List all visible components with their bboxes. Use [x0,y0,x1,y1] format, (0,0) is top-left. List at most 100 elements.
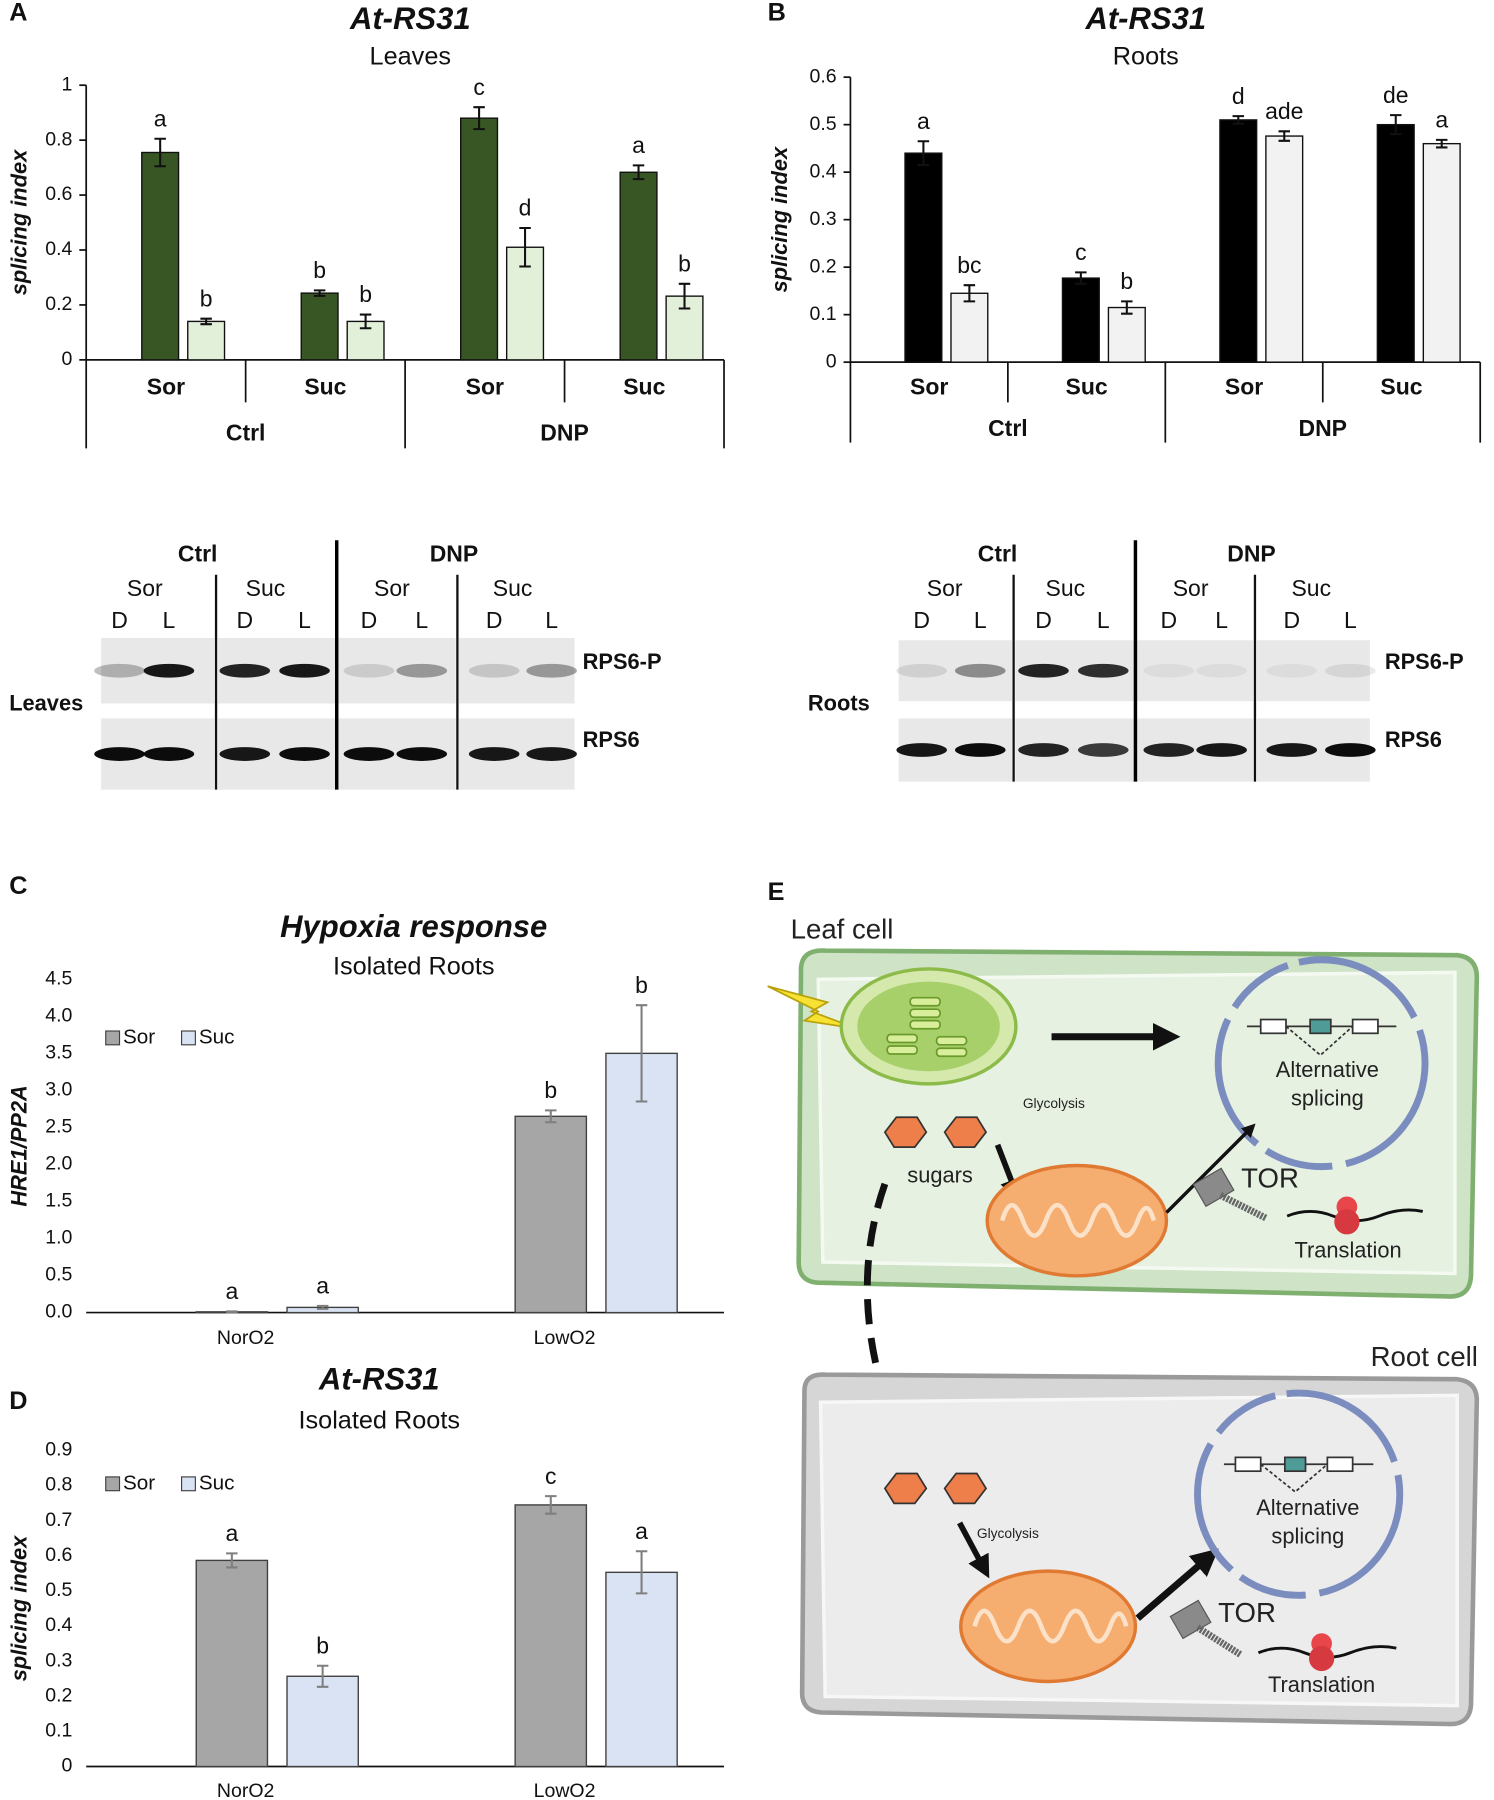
error-bar [359,313,372,330]
bar [141,151,180,361]
significance-letter: a [632,132,645,158]
y-tick-label: 0.4 [45,238,72,260]
band [219,663,271,678]
y-tick-label: 0.8 [45,1474,72,1496]
bar [605,1571,678,1768]
y-tick-label: 2.5 [45,1116,72,1138]
band [1266,663,1318,678]
group-label: Ctrl [988,415,1028,441]
condition-label: Suc [493,575,533,601]
panel-label: C [9,872,27,900]
chart-subtitle: Leaves [370,42,451,70]
bar [950,292,989,363]
band [343,747,395,761]
y-axis-label: splicing index [6,149,31,295]
cell-label: Leaf cell [791,913,894,944]
chart-title: At-RS31 [1084,1,1206,36]
bar [1219,119,1258,363]
tor-hammer [1192,1167,1268,1222]
band [896,663,947,678]
y-tick-label: 0.6 [45,1544,72,1566]
chart-title: Hypoxia response [280,909,547,944]
cristae [972,1608,1129,1644]
mitochondrion [959,1569,1138,1684]
bar [195,1559,269,1768]
band [143,663,195,678]
band [1196,743,1247,757]
x-tick-label: Sor [910,374,948,400]
error-bar [1121,300,1133,315]
chart-subtitle: Isolated Roots [298,1406,460,1434]
group-label: DNP [1299,415,1348,441]
y-tick-label: 0.5 [809,113,836,135]
lane-label: L [545,607,558,633]
bar [514,1504,588,1768]
translation-label: Translation [1294,1237,1401,1262]
tor-hammer [1169,1599,1244,1658]
y-axis-label: HRE1/PP2A [6,1085,31,1206]
significance-letter: a [635,1518,648,1544]
significance-letter: a [917,108,930,134]
condition-label: Sor [927,575,963,601]
tor-label: TOR [1218,1597,1276,1628]
protein-label: RPS6 [1385,727,1442,752]
band [143,747,195,761]
cristae [999,1202,1157,1238]
band [468,747,520,761]
significance-letter: bc [957,252,981,278]
bar [300,292,339,361]
chart-subtitle: Isolated Roots [333,952,495,980]
y-tick-label: 0.2 [809,255,836,277]
chart: D At-RS31 Isolated Roots splicing index 0 0.1… [6,1362,725,1800]
protein-label: RPS6-P [583,649,662,674]
band [1018,743,1069,757]
legend-label: Sor [123,1471,155,1494]
x-tick-label: NorO2 [217,1327,274,1349]
band [526,747,577,761]
tissue-label: Roots [808,690,870,715]
significance-letter: b [1120,268,1133,294]
charts: A At-RS31 Leaves splicing index 0 0.2 0.4 0.6 0.… [6,0,1482,1800]
band [1196,663,1247,678]
y-tick-label: 0.0 [45,1301,72,1323]
gene-model [1246,1018,1397,1057]
band [396,747,448,761]
x-tick-label: LowO2 [534,1327,596,1349]
y-tick-label: 0.3 [809,208,836,230]
group-label: Ctrl [178,540,218,566]
error-bar [473,106,485,131]
band [468,663,520,678]
group-label: DNP [1227,540,1276,566]
lane-label: D [1160,607,1177,633]
splicing-label: splicing [1291,1086,1364,1111]
thylakoids [886,996,968,1058]
tor-label: TOR [1241,1163,1299,1194]
lane-label: L [298,607,311,633]
error-bar [1075,271,1087,285]
y-tick-label: 0 [826,350,837,372]
bar [187,320,226,361]
diagram: E Leaf cell Alternative splicing Glycoly… [767,878,1480,1727]
sugar-icon [883,1472,988,1505]
bar [1265,135,1304,363]
y-tick-label: 0 [62,1755,73,1777]
arrow [957,1521,990,1579]
lane-label: L [163,607,176,633]
error-bar [635,1004,648,1103]
lane-label: D [913,607,930,633]
significance-letter: b [544,1077,557,1103]
panel-label: B [768,0,786,27]
significance-letter: a [1435,107,1448,133]
band [279,663,330,678]
legend-label: Suc [199,1025,235,1048]
significance-letter: b [359,281,372,307]
band [219,747,271,761]
error-bar [1435,138,1448,149]
x-tick-label: Suc [1380,374,1422,400]
y-tick-label: 0.9 [45,1439,72,1461]
chart-title: At-RS31 [349,1,471,36]
lane-label: L [1344,607,1357,633]
nucleus [1194,1389,1404,1599]
ribosome [1308,1645,1335,1672]
